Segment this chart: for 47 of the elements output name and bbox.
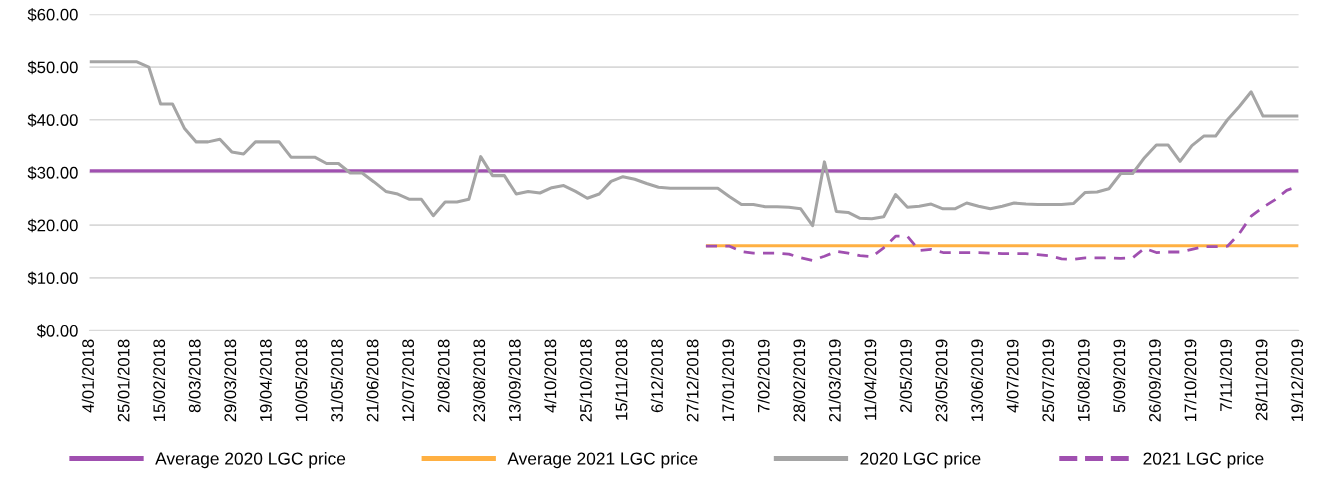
y-tick-label: $60.00 — [27, 8, 78, 22]
x-tick-label: 17/01/2019 — [721, 339, 735, 421]
x-tick-label: 4/07/2019 — [1006, 339, 1019, 413]
x-tick-label: 5/09/2019 — [1113, 339, 1126, 413]
x-tick-label: 25/01/2018 — [117, 339, 130, 422]
x-tick-label: 15/11/2018 — [615, 339, 628, 420]
x-tick-label: 17/10/2019 — [1184, 339, 1197, 421]
x-tick-label: 28/02/2019 — [792, 339, 806, 422]
y-tick-label: $30.00 — [27, 166, 78, 180]
x-tick-label: 4/10/2018 — [544, 339, 557, 413]
x-tick-label: 13/09/2018 — [508, 339, 521, 421]
x-tick-label: 21/03/2019 — [828, 339, 841, 422]
line-series — [89, 60, 1299, 228]
x-tick-label: 15/08/2019 — [1077, 339, 1090, 421]
x-tick-label: 25/10/2018 — [579, 339, 592, 422]
legend-label: Average 2021 LGC price — [507, 451, 698, 469]
x-tick-label: 27/12/2018 — [686, 339, 699, 422]
x-tick-label: 28/11/2019 — [1255, 339, 1268, 421]
legend-label: 2021 LGC price — [1143, 451, 1264, 469]
x-tick-label: 8/03/2018 — [188, 339, 201, 413]
y-tick-label: $10.00 — [27, 271, 78, 286]
x-tick-label: 10/05/2018 — [295, 339, 308, 421]
y-tick-label: $50.00 — [27, 60, 78, 75]
x-tick-label: 12/07/2018 — [401, 339, 415, 421]
x-tick-label: 26/09/2019 — [1148, 339, 1161, 422]
x-tick-label: 2/08/2018 — [437, 339, 450, 413]
x-tick-label: 7/11/2019 — [1219, 339, 1232, 411]
x-tick-label: 31/05/2018 — [330, 339, 343, 422]
x-tick-label: 11/04/2019 — [864, 339, 877, 420]
x-tick-label: 21/06/2018 — [366, 339, 379, 422]
x-tick-label: 19/12/2019 — [1290, 339, 1304, 421]
x-tick-label: 29/03/2018 — [223, 339, 237, 422]
x-tick-label: 15/02/2018 — [152, 339, 166, 421]
x-tick-label: 4/01/2018 — [81, 339, 94, 413]
x-tick-label: 7/02/2019 — [757, 339, 770, 413]
x-tick-label: 25/07/2019 — [1041, 339, 1055, 422]
y-tick-label: $20.00 — [27, 218, 78, 233]
x-tick-label: 6/12/2018 — [650, 339, 663, 413]
x-tick-label: 23/08/2018 — [472, 339, 486, 422]
x-tick-label: 13/06/2019 — [970, 339, 984, 421]
y-tick-label: $40.00 — [27, 113, 78, 127]
x-tick-label: 19/04/2018 — [259, 339, 272, 421]
y-tick-label: $0.00 — [36, 324, 78, 338]
legend-label: Average 2020 LGC price — [155, 451, 346, 469]
x-tick-label: 23/05/2019 — [935, 339, 948, 422]
legend-label: 2020 LGC price — [860, 451, 981, 469]
x-tick-label: 2/05/2019 — [899, 339, 912, 413]
